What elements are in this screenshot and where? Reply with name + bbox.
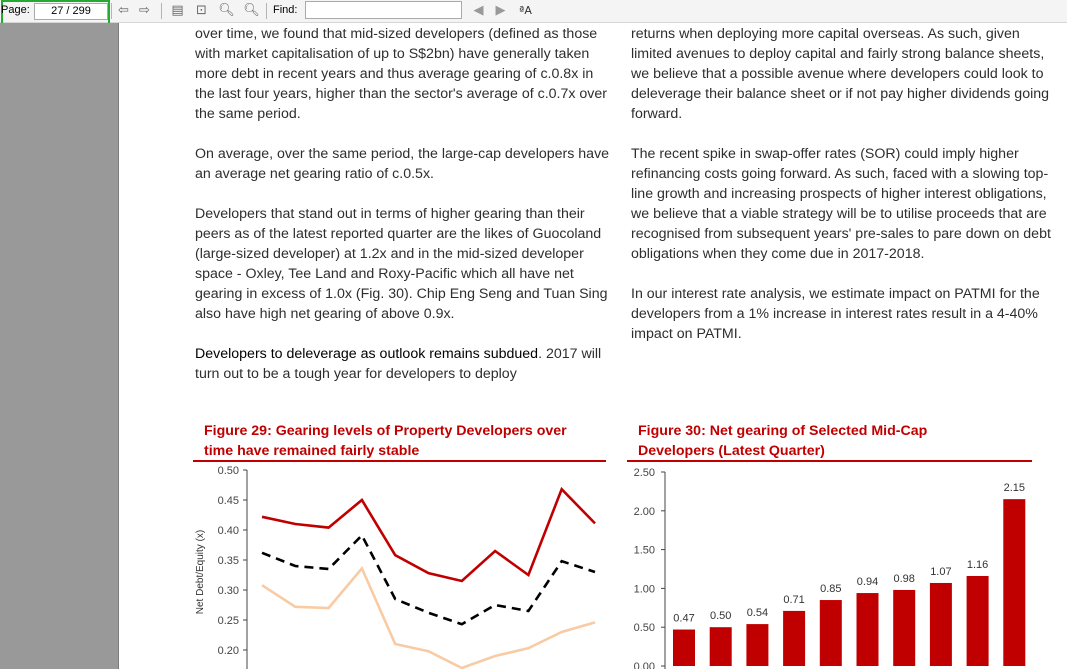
bar-value-label: 2.15 — [1004, 482, 1025, 494]
y-tick-label: 0.20 — [218, 645, 239, 657]
figure-29-rule — [193, 460, 606, 462]
figure-29-chart: 0.50 0.45 0.40 0.35 0.30 0.25 0.20 Net Debt/Equ… — [195, 465, 596, 669]
bar — [966, 575, 989, 666]
series-line — [261, 533, 596, 626]
navigation-panel — [0, 23, 119, 669]
paragraph: Developers to deleverage as outlook rema… — [195, 344, 615, 384]
bar-value-label: 0.50 — [710, 610, 731, 622]
bar — [856, 593, 879, 666]
y-tick-label: 2.50 — [634, 467, 655, 479]
zoom-in-icon[interactable]: 🔍︎ — [243, 3, 260, 18]
y-tick-label: 2.00 — [634, 506, 655, 518]
paragraph: Developers that stand out in terms of hi… — [195, 206, 608, 322]
find-prev-icon[interactable]: ◀ — [473, 3, 484, 18]
page-total: / 299 — [66, 5, 91, 17]
toolbar-separator — [161, 3, 162, 19]
series-line — [261, 565, 596, 669]
figure-30-title-line: Developers (Latest Quarter) — [638, 443, 825, 459]
bar — [819, 600, 842, 666]
y-tick-label: 0.35 — [218, 555, 239, 567]
bar-value-label: 0.54 — [747, 607, 768, 619]
toolbar-separator — [111, 3, 112, 19]
page-current: 27 — [51, 5, 64, 17]
bar — [746, 624, 769, 666]
paragraph: over time, we found that mid-sized devel… — [195, 26, 608, 122]
y-tick-label: 0.00 — [634, 661, 655, 669]
zoom-out-icon[interactable]: 🔍︎ — [218, 3, 235, 18]
y-tick-label: 0.25 — [218, 615, 239, 627]
paragraph: returns when deploying more capital over… — [631, 26, 1050, 122]
bar — [673, 629, 695, 666]
y-tick-label: 1.50 — [634, 545, 655, 557]
bar — [1003, 499, 1026, 666]
next-page-icon[interactable]: ⇨ — [139, 3, 150, 18]
bar-value-label: 0.71 — [783, 594, 804, 606]
bar-value-label: 0.98 — [893, 573, 914, 585]
toolbar-separator — [266, 3, 267, 19]
fit-width-icon[interactable]: ⊡ — [196, 3, 207, 18]
figure-30-title: Figure 30: Net gearing of Selected Mid-C… — [638, 421, 927, 461]
bar-value-label: 0.47 — [673, 613, 694, 625]
y-tick-label: 1.00 — [634, 583, 655, 595]
bar — [709, 627, 732, 666]
page-number-input[interactable]: 27 / 299 — [34, 3, 108, 20]
find-input[interactable] — [305, 1, 462, 19]
pdf-toolbar: Page: 27 / 299 ⇦ ⇨ ▤ ⊡ 🔍︎ 🔍︎ Find: ◀ ▶ ª… — [0, 0, 1067, 25]
paragraph-text: . 2017 will turn out to be a tough year … — [195, 346, 602, 382]
figure-30-rule — [627, 460, 1032, 462]
right-text-column: returns when deploying more capital over… — [631, 24, 1051, 364]
y-tick-label: 0.40 — [218, 525, 239, 537]
paragraph: In our interest rate analysis, we estima… — [631, 286, 1040, 342]
bar-value-label: 1.07 — [930, 566, 951, 578]
figure-30-chart: 2.50 2.00 1.50 1.00 0.50 0.00 0.47 0.50 0.54 0.71… — [634, 467, 1026, 669]
figure-29-title-line: Figure 29: Gearing levels of Property De… — [204, 423, 567, 439]
y-tick-label: 0.50 — [634, 622, 655, 634]
find-label: Find: — [273, 4, 298, 16]
figure-29-title-line: time have remained fairly stable — [204, 443, 420, 459]
bar-value-label: 0.85 — [820, 583, 841, 595]
figure-29-title: Figure 29: Gearing levels of Property De… — [204, 421, 567, 461]
page-label: Page: — [1, 4, 30, 16]
prev-page-icon[interactable]: ⇦ — [118, 3, 129, 18]
y-axis-label: Net Debt/Equity (x) — [195, 530, 206, 614]
figure-30-title-line: Figure 30: Net gearing of Selected Mid-C… — [638, 423, 928, 439]
bar-value-label: 1.16 — [967, 559, 988, 571]
y-tick-label: 0.30 — [218, 585, 239, 597]
left-text-column: over time, we found that mid-sized devel… — [195, 24, 615, 404]
fit-page-icon[interactable]: ▤ — [171, 3, 184, 18]
match-case-icon[interactable]: ªA — [519, 4, 532, 17]
bar — [893, 589, 916, 666]
paragraph: On average, over the same period, the la… — [195, 146, 610, 182]
paragraph-lead: Developers to deleverage as outlook rema… — [195, 346, 539, 362]
series-line — [261, 486, 596, 583]
bar — [929, 582, 952, 666]
paragraph: The recent spike in swap-offer rates (SO… — [631, 146, 1051, 262]
y-tick-label: 0.50 — [218, 465, 239, 477]
y-tick-label: 0.45 — [218, 495, 239, 507]
bar-value-label: 0.94 — [857, 576, 878, 588]
find-next-icon[interactable]: ▶ — [495, 3, 506, 18]
bar — [783, 610, 806, 666]
